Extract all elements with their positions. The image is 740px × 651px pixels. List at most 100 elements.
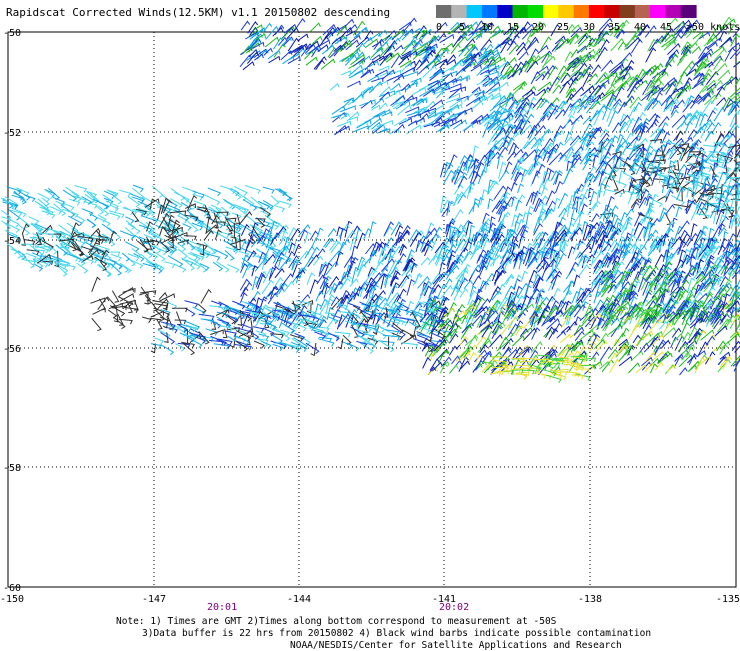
legend-swatch [467, 5, 483, 18]
wind-barb [11, 249, 25, 258]
wind-barb [558, 194, 568, 209]
wind-barb [632, 202, 639, 210]
wind-barb [93, 308, 106, 314]
wind-barb [563, 104, 573, 116]
lat-label-52: -52 [3, 128, 21, 139]
wind-barb [193, 194, 203, 200]
wind-barb [453, 210, 463, 221]
wind-barb [176, 312, 181, 325]
legend-swatch [436, 5, 452, 18]
wind-barb [478, 170, 486, 184]
lon-labels: -150 -147 -144 -141 -138 -135 [0, 594, 740, 605]
wind-barb [461, 252, 470, 265]
wind-barb [464, 281, 472, 289]
wind-barb [454, 290, 462, 300]
wind-barb [514, 275, 522, 288]
wind-barb [622, 328, 629, 337]
wind-barb [122, 253, 129, 261]
wind-barb [592, 214, 600, 222]
wind-barb [714, 108, 725, 122]
time-label-1: 20:01 [207, 602, 237, 613]
lon-label-144: -144 [287, 594, 311, 605]
wind-barb [310, 280, 318, 294]
lon-label-135: -135 [716, 594, 740, 605]
wind-barb [152, 231, 160, 239]
wind-barb [321, 59, 335, 69]
legend-label-5: 5 [459, 22, 465, 33]
lat-labels: -50 -52 -54 -56 -58 -60 [3, 28, 21, 594]
wind-barb [310, 231, 318, 240]
wind-barb [453, 120, 466, 129]
wind-barb [334, 126, 349, 134]
wind-barb [623, 173, 632, 180]
wind-barb [119, 190, 130, 196]
wind-barb [416, 118, 425, 122]
wind-barb [29, 217, 39, 224]
wind-barb [365, 115, 380, 123]
wind-barb [498, 285, 505, 296]
wind-barb [243, 62, 254, 70]
legend-swatch [665, 5, 681, 18]
wind-barb [537, 165, 545, 177]
wind-barb [150, 199, 156, 209]
wind-barb [241, 225, 249, 236]
wind-barb [537, 99, 547, 110]
wind-barb [490, 335, 503, 347]
wind-barb [206, 254, 219, 261]
wind-barb [554, 126, 563, 138]
wind-barb [377, 121, 393, 127]
wind-barb [107, 297, 115, 307]
wind-barb [227, 264, 238, 272]
wind-barb [394, 119, 407, 127]
legend-swatch [574, 5, 590, 18]
wind-barb [224, 241, 237, 251]
wind-barb [250, 205, 265, 212]
wind-barb [347, 81, 360, 87]
wind-barb [548, 170, 554, 180]
wind-barb [695, 358, 705, 373]
wind-barb [350, 279, 359, 287]
wind-barb [330, 241, 340, 251]
wind-barb [525, 281, 533, 297]
wind-barb [109, 231, 116, 243]
wind-barb [518, 184, 524, 193]
wind-barb [407, 280, 415, 296]
wind-barb [42, 198, 49, 206]
wind-barb [616, 347, 627, 357]
legend-swatches [436, 5, 697, 18]
wind-barb [665, 213, 671, 225]
wind-barb [349, 117, 358, 121]
wind-barb [671, 105, 678, 114]
wind-barb [213, 262, 222, 271]
wind-barb [21, 233, 25, 246]
wind-barb [214, 344, 229, 350]
wind-barb [416, 241, 422, 252]
wind-barb [294, 245, 301, 256]
wind-barb [606, 190, 622, 197]
wind-barb [521, 271, 528, 281]
wind-barb [646, 48, 656, 62]
wind-barb [327, 319, 336, 328]
wind-barb [224, 201, 232, 209]
wind-barb [185, 301, 198, 308]
wind-barb [288, 57, 300, 63]
wind-barb [381, 342, 394, 352]
wind-barb [328, 333, 339, 341]
wind-barb [541, 188, 548, 197]
wind-barb [574, 275, 581, 287]
wind-barb [565, 165, 575, 180]
wind-barb [512, 336, 524, 346]
wind-barb [469, 226, 474, 240]
wind-barb [567, 281, 574, 295]
wind-barb [590, 192, 597, 205]
time-label-2: 20:02 [439, 602, 469, 613]
wind-barb [392, 84, 401, 90]
wind-barb [133, 185, 143, 192]
wind-barb [337, 121, 350, 126]
wind-barb [483, 338, 491, 346]
wind-barb [338, 339, 343, 349]
legend-swatch [604, 5, 620, 18]
wind-barb [559, 209, 567, 218]
legend-swatch [650, 5, 666, 18]
wind-barb [271, 196, 279, 205]
